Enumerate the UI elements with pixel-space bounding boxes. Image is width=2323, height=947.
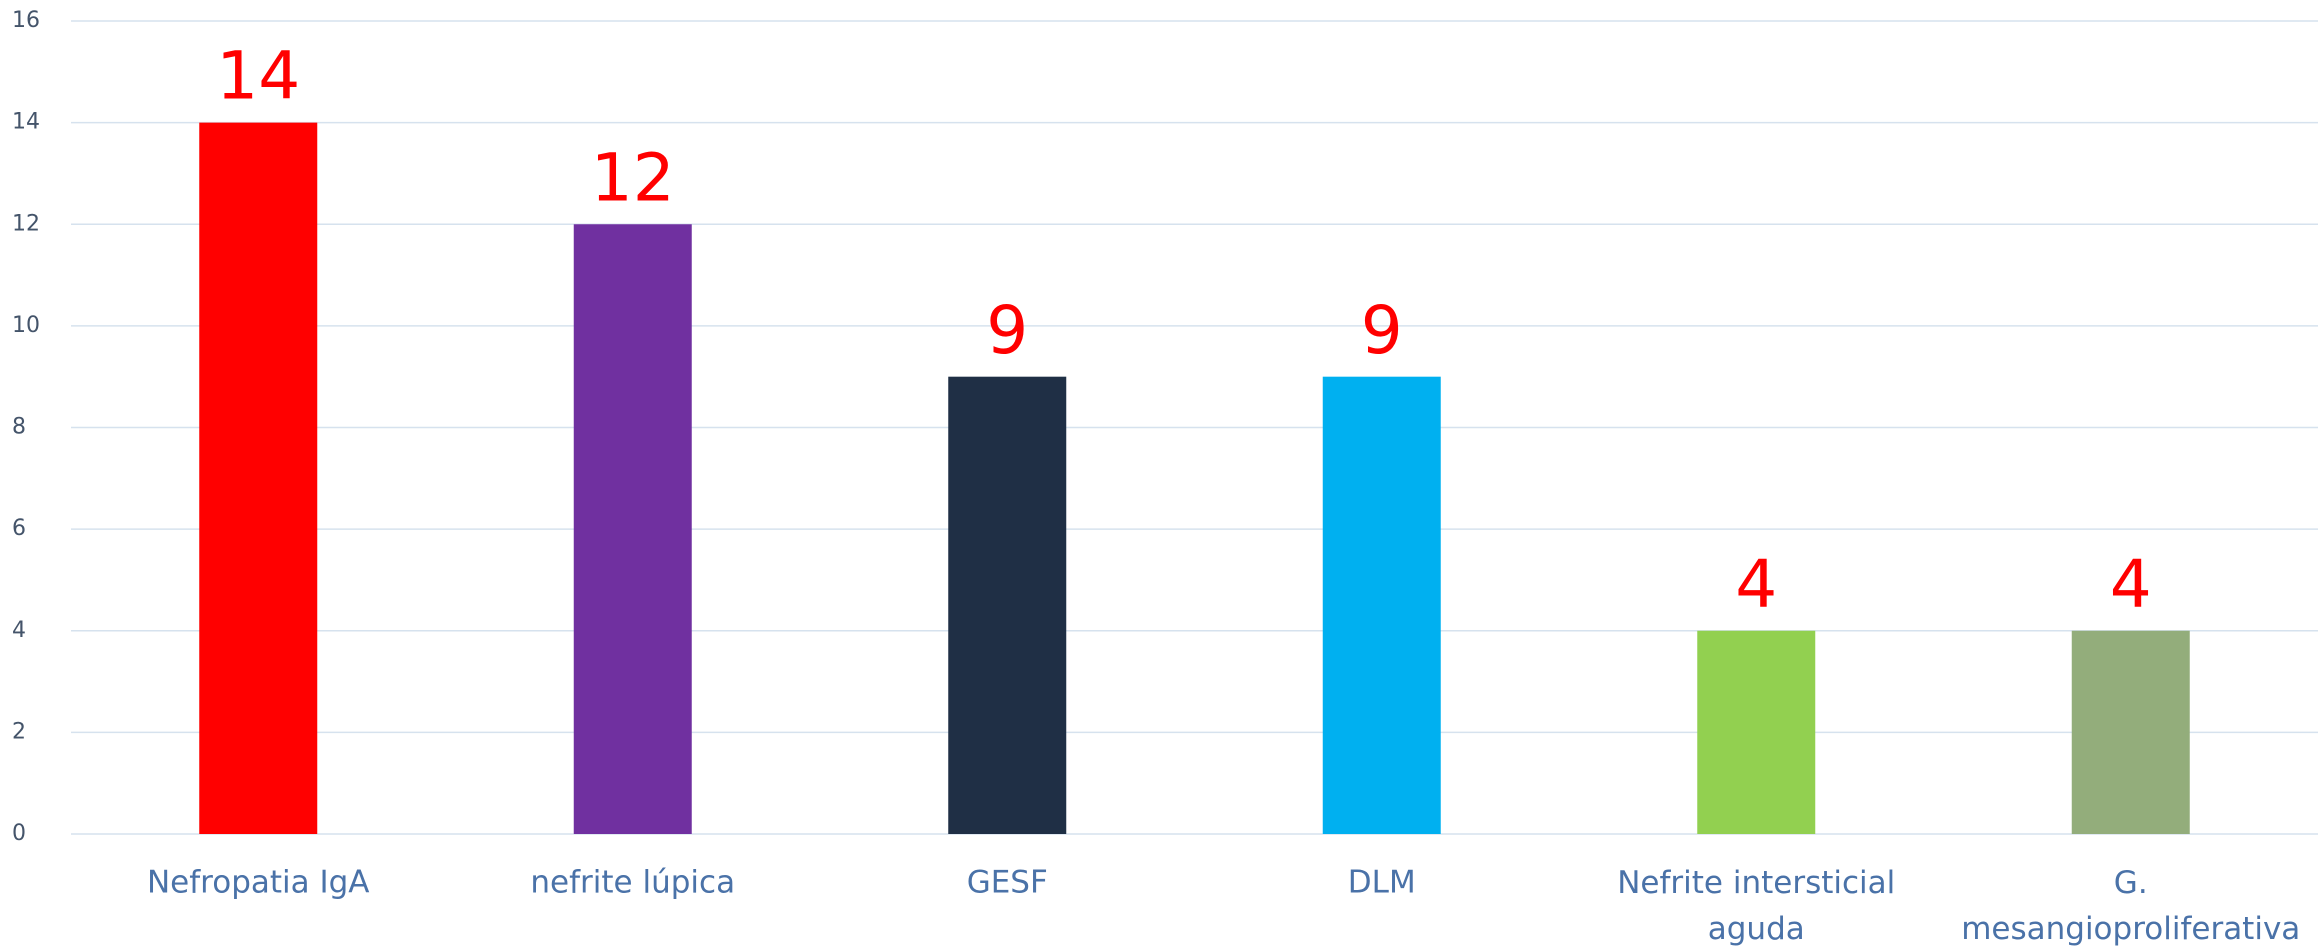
bar	[573, 224, 692, 834]
y-tick-label: 8	[12, 415, 26, 440]
y-tick-label: 4	[12, 618, 26, 643]
data-label: 4	[2110, 546, 2152, 623]
data-label: 14	[216, 38, 300, 115]
x-tick-label: GESF	[967, 865, 1048, 901]
bar	[2071, 630, 2190, 834]
data-label: 4	[1735, 546, 1777, 623]
y-tick-label: 16	[12, 8, 40, 33]
x-tick-label: G. mesangioproliferativa	[1961, 865, 2300, 947]
y-tick-label: 6	[12, 516, 26, 541]
y-tick-label: 14	[12, 110, 40, 135]
data-label: 9	[1361, 292, 1403, 369]
x-tick-label: DLM	[1348, 865, 1416, 901]
x-tick-label: Nefrite intersticial aguda	[1617, 865, 1895, 947]
y-tick-label: 10	[12, 313, 40, 338]
y-tick-label: 0	[12, 821, 26, 846]
x-tick-label: nefrite lúpica	[530, 865, 735, 901]
bar	[1697, 630, 1816, 834]
bar	[199, 122, 318, 834]
y-tick-label: 2	[12, 719, 26, 744]
y-tick-label: 12	[12, 211, 40, 236]
data-label: 9	[986, 292, 1028, 369]
bar	[1322, 376, 1441, 834]
x-tick-label: Nefropatia IgA	[147, 865, 370, 901]
data-label: 12	[591, 139, 675, 216]
bar	[948, 376, 1067, 834]
